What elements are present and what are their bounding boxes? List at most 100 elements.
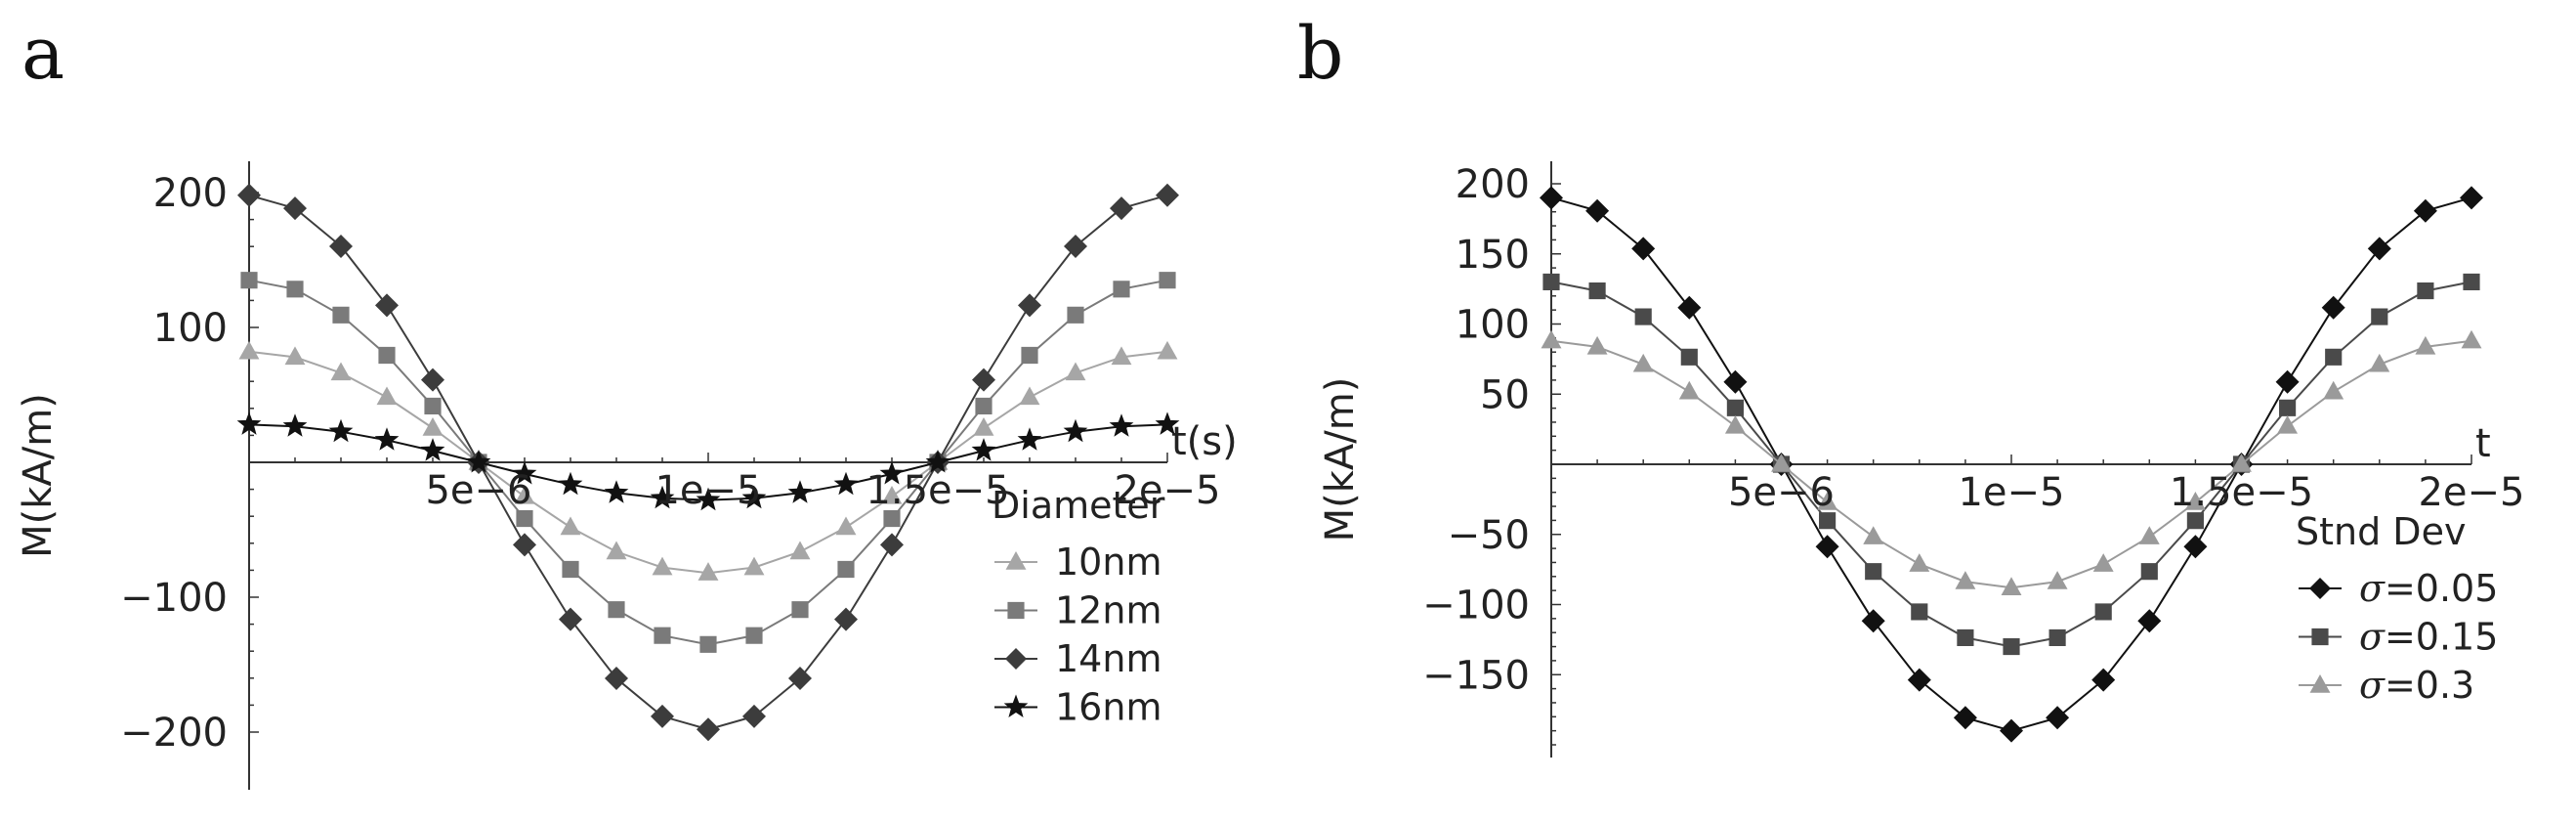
legend-label: σ=0.15 [2359, 616, 2498, 659]
data-point [2094, 603, 2112, 621]
y-tick-label: 200 [1456, 162, 1530, 207]
x-tick-label: 5e−6 [1728, 470, 1835, 515]
x-tick-label: 1e−5 [1958, 470, 2064, 515]
data-point [1957, 628, 1974, 646]
x-axis-label: t [2475, 421, 2491, 466]
data-point [881, 485, 903, 504]
data-point [2184, 492, 2206, 510]
data-point [975, 397, 992, 415]
legend-label: 14nm [1055, 637, 1161, 680]
legend-sigma: σ [2359, 616, 2386, 659]
data-point [2091, 668, 2116, 692]
data-point [1018, 293, 1041, 318]
data-point [2460, 186, 2483, 210]
data-point [2323, 380, 2344, 400]
data-point [1815, 535, 1839, 559]
data-point [282, 413, 308, 437]
y-tick-label: 200 [153, 171, 228, 216]
legend-marker [1005, 648, 1027, 670]
data-point [2279, 399, 2297, 416]
data-point [971, 438, 996, 461]
data-point [697, 717, 720, 742]
data-point [1540, 186, 1563, 210]
data-point [1865, 563, 1882, 581]
data-point [1064, 234, 1087, 258]
data-point [1953, 706, 1977, 730]
data-point [2000, 718, 2023, 743]
data-point [1911, 603, 1928, 621]
data-point [2463, 273, 2480, 291]
x-tick-label: 1e−5 [655, 468, 761, 513]
data-point [1586, 335, 1608, 355]
data-point [2186, 512, 2204, 530]
data-point [1113, 281, 1130, 298]
data-point [608, 601, 625, 619]
data-point [605, 667, 628, 691]
data-point [2461, 329, 2482, 349]
data-point [606, 541, 627, 560]
data-point [1155, 412, 1180, 435]
legend-marker [1003, 694, 1029, 717]
data-point [1019, 386, 1040, 406]
data-point [743, 556, 765, 576]
data-point [466, 450, 491, 473]
data-point [374, 427, 400, 451]
y-tick-label: −200 [120, 711, 228, 756]
data-point [1159, 272, 1176, 289]
chart-panel-a: −200 −100 100 200 5e−6 1e−5 1.5e−5 2e−5t(s) M(kA… [16, 161, 1238, 790]
legend-label: σ=0.3 [2359, 664, 2474, 707]
legend-sigma: σ [2359, 664, 2386, 707]
data-point [2183, 535, 2208, 559]
legend-sigma: σ [2359, 567, 2386, 610]
data-point [2140, 563, 2158, 581]
data-point [237, 183, 261, 207]
data-point [376, 386, 398, 406]
data-point [284, 346, 306, 366]
data-point [1726, 399, 1744, 416]
data-point [699, 635, 717, 653]
data-point [973, 417, 994, 436]
data-point [1771, 454, 1792, 472]
data-point [1863, 526, 1884, 544]
data-point [236, 412, 262, 435]
data-point [789, 541, 811, 560]
data-point [2275, 369, 2300, 394]
data-point [651, 704, 674, 728]
x-tick-label: 5e−6 [425, 468, 531, 513]
data-point [2371, 308, 2388, 325]
data-point [514, 485, 535, 504]
data-point [1065, 362, 1086, 381]
y-tick-label: 100 [153, 306, 228, 351]
legend-marker [2309, 578, 2331, 599]
data-point [1723, 369, 1748, 394]
data-point [1724, 414, 1746, 434]
data-point [787, 480, 813, 503]
legend-title: Diameter [992, 484, 1165, 527]
data-point [422, 417, 443, 436]
data-point [697, 562, 719, 581]
data-point [512, 460, 537, 485]
data-point [1677, 295, 1702, 320]
legend-marker [1007, 601, 1025, 620]
data-point [837, 560, 855, 579]
data-point [1817, 492, 1838, 510]
data-point [1678, 380, 1700, 400]
legend-value: =0.3 [2385, 664, 2474, 707]
y-tick-label: −150 [1422, 653, 1530, 698]
data-point [2047, 571, 2068, 589]
data-point [238, 340, 260, 360]
x-axis-label: t(s) [1171, 419, 1238, 464]
data-point [1017, 427, 1042, 451]
data-point [604, 480, 629, 503]
data-point [741, 485, 767, 509]
data-point [1021, 346, 1038, 365]
data-point [513, 533, 536, 557]
data-point [562, 560, 579, 579]
x-tick-label: 1.5e−5 [866, 468, 1009, 513]
data-point [1588, 282, 1606, 300]
data-point [696, 487, 721, 511]
data-point [378, 346, 396, 365]
data-point [2138, 526, 2160, 544]
data-point [1063, 418, 1088, 443]
